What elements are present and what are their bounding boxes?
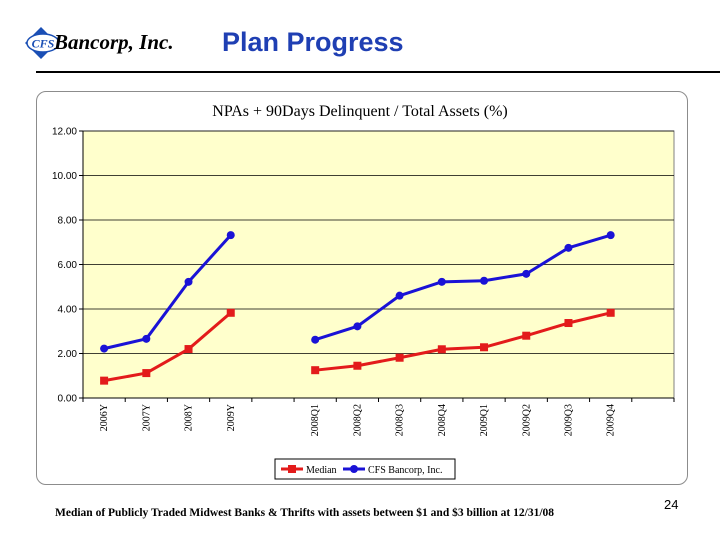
data-point [100, 344, 109, 353]
data-point [184, 277, 193, 286]
x-tick-label: 2008Q1 [310, 404, 321, 436]
legend-marker [350, 465, 358, 473]
y-tick-label: 4.00 [58, 305, 78, 316]
header-divider [36, 71, 720, 73]
data-point [522, 269, 531, 278]
page-number: 24 [664, 497, 679, 512]
data-point [564, 243, 573, 252]
company-name: Bancorp, Inc. [54, 30, 174, 54]
cfs-logo: CFS [24, 26, 214, 60]
data-point [522, 331, 531, 340]
slide-title: Plan Progress [222, 27, 404, 57]
x-tick-label: 2009Q4 [606, 404, 617, 436]
series-line [314, 233, 612, 342]
data-point [437, 345, 446, 354]
data-point [226, 231, 235, 240]
x-tick-label: 2009Q2 [521, 404, 532, 436]
y-tick-label: 6.00 [58, 260, 78, 271]
x-tick-label: 2008Q2 [352, 404, 363, 436]
data-point [606, 308, 615, 317]
series-line [103, 311, 232, 383]
x-tick-label: 2009Q1 [479, 404, 490, 436]
x-tick-label: 2006Y [99, 404, 110, 431]
chart-frame: NPAs + 90Days Delinquent / Total Assets … [36, 91, 688, 485]
data-point [184, 345, 193, 354]
series-line [103, 234, 232, 351]
data-point [480, 276, 489, 285]
x-tick-label: 2009Q3 [563, 404, 574, 436]
x-tick-label: 2007Y [141, 404, 152, 431]
series-line [315, 311, 612, 372]
y-tick-label: 8.00 [58, 216, 78, 227]
y-tick-label: 12.00 [52, 127, 77, 138]
data-point [311, 335, 320, 344]
x-tick-label: 2008Q3 [395, 404, 406, 436]
data-point [311, 366, 320, 375]
x-tick-label: 2008Q4 [437, 404, 448, 436]
chart-title: NPAs + 90Days Delinquent / Total Assets … [212, 103, 507, 120]
data-point [226, 308, 235, 317]
data-point [100, 376, 109, 385]
legend-marker [288, 465, 296, 473]
legend-label: Median [306, 465, 337, 476]
data-point [142, 369, 151, 378]
legend-label: CFS Bancorp, Inc. [368, 465, 442, 476]
data-point [564, 319, 573, 328]
data-point [395, 353, 404, 362]
y-tick-label: 10.00 [52, 171, 77, 182]
logo-badge-icon: CFS [25, 27, 60, 59]
line-chart: NPAs + 90Days Delinquent / Total Assets … [52, 103, 675, 480]
data-point [395, 291, 404, 300]
y-tick-label: 2.00 [58, 349, 78, 360]
data-point [606, 231, 615, 240]
footnote: Median of Publicly Traded Midwest Banks … [55, 507, 555, 519]
data-point [353, 322, 362, 331]
data-point [353, 361, 362, 370]
logo-text: CFS [32, 37, 55, 51]
x-tick-label: 2008Y [184, 404, 195, 431]
y-tick-label: 0.00 [58, 394, 78, 405]
data-point [480, 343, 489, 352]
data-point [142, 334, 151, 343]
data-point [437, 277, 446, 286]
x-tick-label: 2009Y [226, 404, 237, 431]
